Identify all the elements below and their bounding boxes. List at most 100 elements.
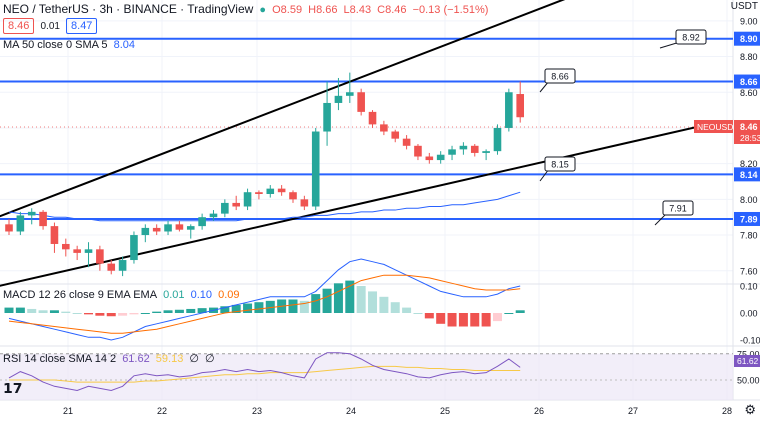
macd-line — [8, 258, 521, 341]
rsi-tick-label: 75.00 — [737, 349, 760, 359]
rsi-legend[interactable]: RSI 14 close SMA 14 2 61.62 59.13 ∅ ∅ — [3, 352, 218, 365]
candle-body — [62, 243, 70, 250]
candle-body — [118, 260, 127, 271]
macd-pane: 0.10 0.00 -0.10 — [4, 258, 760, 346]
candle-body — [16, 215, 25, 232]
price-tick-label: 8.80 — [740, 52, 758, 62]
macd-histogram-bar — [492, 313, 502, 322]
macd-histogram-bar — [220, 306, 230, 313]
macd-histogram-bar — [265, 300, 275, 313]
macd-histogram-bar — [447, 313, 457, 327]
candle-body — [334, 95, 343, 103]
macd-histogram-bar — [106, 313, 116, 317]
macd-histogram-bar — [379, 296, 389, 313]
macd-histogram-bar — [345, 280, 355, 313]
candle-body — [141, 227, 150, 236]
time-axis: 21 22 23 24 25 26 27 28 — [63, 406, 732, 416]
macd-histogram-bar — [152, 311, 162, 313]
macd-histogram-bar — [118, 313, 128, 316]
price-axis: 9.00 8.80 8.60 8.20 8.00 7.80 7.60 8.90 8.66 8.14… — [694, 16, 760, 276]
candle-body — [414, 145, 422, 157]
candle-body — [448, 149, 456, 155]
level-tag-789: 7.89 — [740, 214, 758, 224]
currency-label: USDT — [730, 1, 758, 12]
level-tag-789-bg — [734, 211, 760, 226]
market-status-icon: ● — [259, 4, 267, 16]
buy-button[interactable]: 8.47 — [66, 18, 98, 34]
candle-body — [470, 145, 479, 153]
callout-box — [544, 156, 576, 172]
candles — [5, 72, 524, 277]
sell-button[interactable]: 8.46 — [3, 18, 35, 34]
candle-body — [255, 192, 263, 194]
time-tick-label: 28 — [722, 406, 732, 416]
symbol-legend: NEO / TetherUS · 3h · BINANCE · TradingV… — [3, 2, 491, 16]
symbol-title: NEO / TetherUS · 3h · BINANCE · TradingV… — [3, 2, 254, 16]
trade-buttons: 8.46 0.01 8.47 — [3, 18, 100, 34]
candle-body — [425, 156, 434, 161]
macd-histogram-bar — [95, 313, 105, 316]
rsi-value-1: 61.62 — [122, 353, 150, 365]
level-tag-866-bg — [734, 74, 760, 89]
macd-histogram-bar — [368, 291, 378, 313]
time-tick-label: 24 — [346, 406, 356, 416]
last-price-bg — [734, 120, 760, 144]
level-callouts: 8.92 8.66 8.15 7.91 — [539, 29, 707, 226]
macd-histogram-bar — [515, 310, 525, 313]
macd-histogram-bar — [197, 308, 207, 313]
candle-body — [50, 226, 59, 244]
candle-body — [175, 224, 184, 230]
low-value: L8.43 — [343, 4, 372, 16]
gear-icon[interactable]: ⚙ — [744, 402, 756, 417]
ma50-line — [8, 191, 521, 222]
macd-histogram-bar — [299, 300, 309, 313]
macd-histogram-bar — [504, 313, 514, 314]
macd-histogram-bar — [402, 307, 412, 313]
tradingview-logo-icon[interactable]: 𝟭𝟳 — [3, 380, 23, 396]
grid — [0, 0, 760, 401]
macd-histogram-bar — [129, 313, 139, 315]
candle-body — [380, 124, 388, 132]
ma-legend[interactable]: MA 50 close 0 SMA 5 8.04 — [3, 39, 138, 51]
macd-tick-label: -0.10 — [740, 336, 760, 346]
candle-body — [436, 154, 445, 161]
macd-histogram-bar — [72, 313, 82, 314]
macd-label: MACD 12 26 close 9 EMA EMA — [3, 289, 158, 301]
rsi-value-3: ∅ — [189, 353, 199, 365]
callout-box — [662, 200, 694, 216]
macd-tick-label: 0.00 — [740, 309, 758, 319]
candle-body — [232, 202, 240, 207]
candle-body — [73, 249, 81, 253]
candle-body — [368, 111, 377, 125]
candle-body — [152, 227, 161, 232]
candle-body — [198, 217, 206, 227]
price-tick-label: 8.00 — [740, 195, 758, 205]
time-tick-label: 26 — [534, 406, 544, 416]
price-tick-label: 8.60 — [740, 88, 758, 98]
macd-histogram-bar — [15, 307, 25, 313]
last-price-label: 8.46 — [740, 122, 758, 132]
candle-body — [402, 138, 411, 146]
callout-label: 8.66 — [551, 72, 569, 82]
macd-histogram-bar — [140, 313, 150, 314]
callout-label: 8.92 — [682, 33, 700, 43]
price-tick-label: 7.80 — [740, 231, 758, 241]
macd-value-1: 0.01 — [163, 289, 185, 301]
symbol-tag: NEOUSDT — [697, 122, 739, 132]
macd-histogram-bar — [27, 308, 37, 313]
high-value: H8.66 — [308, 4, 338, 16]
candle-body — [482, 151, 490, 153]
candle-body — [459, 145, 468, 150]
change-value: −0.13 (−1.51%) — [412, 4, 489, 16]
callout-label: 7.91 — [669, 204, 687, 214]
channel-line — [0, 121, 716, 287]
time-tick-label: 22 — [157, 406, 167, 416]
rsi-value-tag-bg — [734, 355, 760, 367]
macd-histogram-bar — [163, 310, 173, 313]
macd-histogram-bar — [311, 294, 321, 313]
macd-legend[interactable]: MACD 12 26 close 9 EMA EMA 0.01 0.10 0.0… — [3, 289, 243, 301]
macd-value-2: 0.10 — [190, 289, 213, 301]
time-tick-label: 21 — [63, 406, 73, 416]
level-tag-814: 8.14 — [740, 170, 758, 180]
